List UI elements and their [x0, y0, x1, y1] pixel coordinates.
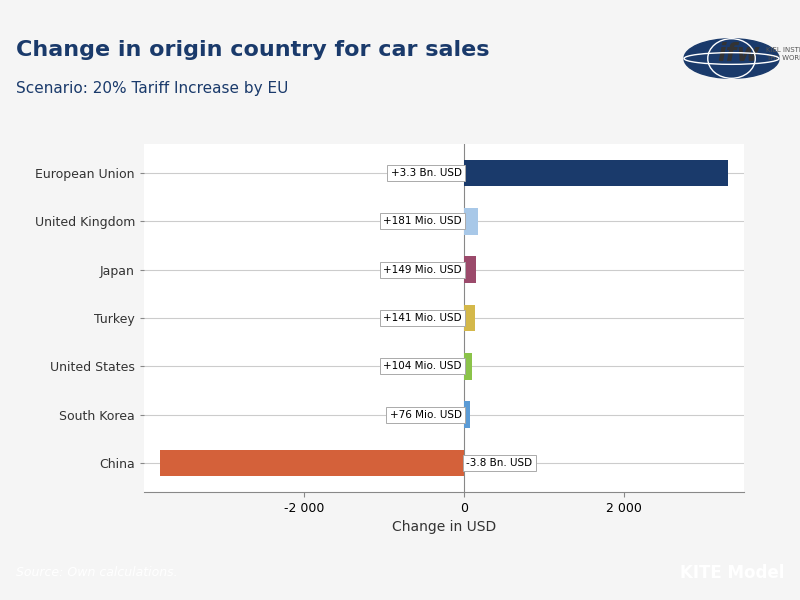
Text: +141 Mio. USD: +141 Mio. USD: [383, 313, 462, 323]
Text: +149 Mio. USD: +149 Mio. USD: [383, 265, 462, 275]
Bar: [464, 401, 470, 428]
Text: +76 Mio. USD: +76 Mio. USD: [390, 410, 462, 419]
Bar: [464, 208, 478, 235]
Text: +3.3 Bn. USD: +3.3 Bn. USD: [390, 168, 462, 178]
Bar: [464, 305, 475, 331]
Text: Scenario: 20% Tariff Increase by EU: Scenario: 20% Tariff Increase by EU: [16, 81, 288, 96]
Bar: [160, 450, 464, 476]
Text: -3.8 Bn. USD: -3.8 Bn. USD: [466, 458, 533, 468]
Text: KITE Model: KITE Model: [680, 564, 784, 582]
X-axis label: Change in USD: Change in USD: [392, 520, 496, 534]
Bar: [464, 256, 476, 283]
Text: +181 Mio. USD: +181 Mio. USD: [383, 217, 462, 226]
Text: +104 Mio. USD: +104 Mio. USD: [383, 361, 462, 371]
Text: Source: Own calculations.: Source: Own calculations.: [16, 566, 178, 580]
Text: ifw: ifw: [717, 42, 760, 66]
Bar: [464, 353, 472, 380]
Circle shape: [684, 38, 779, 78]
Text: KIEL INSTITUTE FOR
THE WORLD ECONOMY: KIEL INSTITUTE FOR THE WORLD ECONOMY: [766, 47, 800, 61]
Text: Change in origin country for car sales: Change in origin country for car sales: [16, 40, 490, 61]
Bar: [464, 160, 728, 186]
